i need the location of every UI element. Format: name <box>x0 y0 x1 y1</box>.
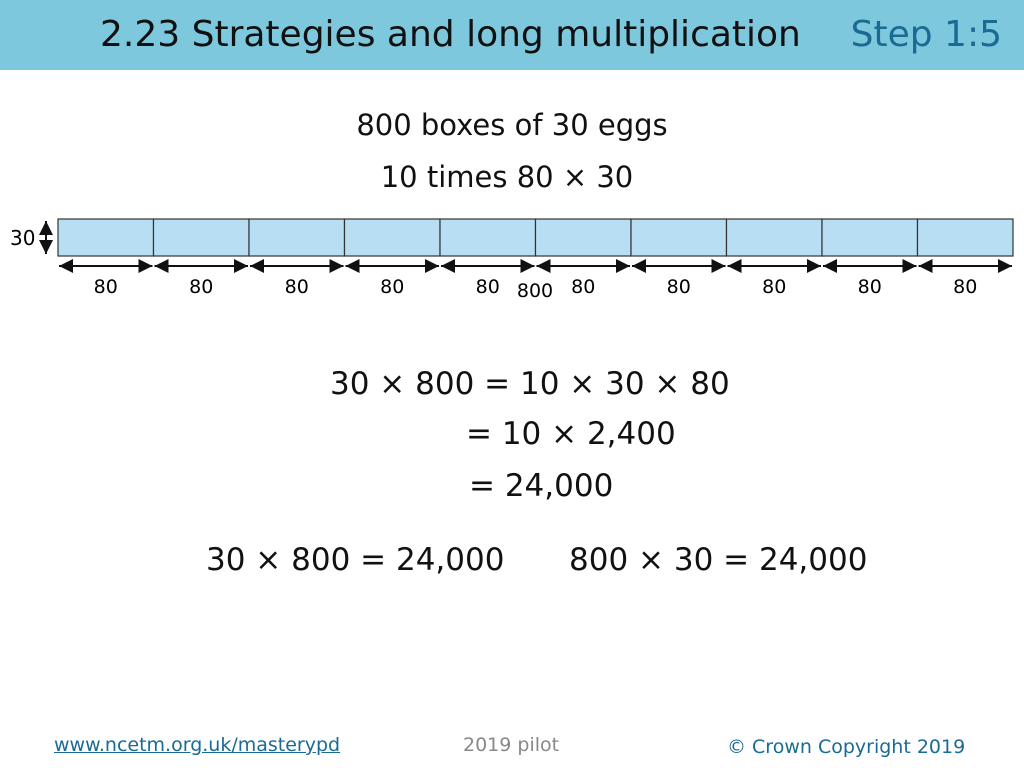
result: 30 × 800 = 24,000 <box>206 542 505 578</box>
segment-label: 80 <box>571 276 595 298</box>
segment-label: 80 <box>858 276 882 298</box>
bar-cell <box>343 218 441 257</box>
footer-copyright: © Crown Copyright 2019 <box>727 736 966 758</box>
result: 800 × 30 = 24,000 <box>569 542 868 578</box>
bar-cell <box>534 218 632 257</box>
title: 2.23 Strategies and long multiplication <box>100 14 801 55</box>
footer-pilot: 2019 pilot <box>463 734 560 756</box>
segment-label: 80 <box>762 276 786 298</box>
height-label: 30 <box>10 226 35 250</box>
bar-cell <box>916 218 1014 257</box>
segment-label: 80 <box>380 276 404 298</box>
bar-cell <box>248 218 346 257</box>
working-line: = 24,000 <box>469 468 614 504</box>
bar-cell <box>439 218 537 257</box>
total-label: 800 <box>517 280 553 302</box>
heading-line: 800 boxes of 30 eggs <box>356 108 668 142</box>
bar-cell <box>630 218 728 257</box>
segment-label: 80 <box>189 276 213 298</box>
step: Step 1:5 <box>850 14 1002 55</box>
bar-model: 30 80 80 80 80 80 80 80 80 80 80 800 <box>10 218 1014 302</box>
segment-label: 80 <box>476 276 500 298</box>
bar-cell <box>152 218 250 257</box>
bar-cell <box>821 218 919 257</box>
segment-label: 80 <box>667 276 691 298</box>
footer-link[interactable]: www.ncetm.org.uk/masterypd <box>54 734 341 756</box>
segment-label: 80 <box>285 276 309 298</box>
working-line: 30 × 800 = 10 × 30 × 80 <box>330 366 730 402</box>
heading-line: 10 times 80 × 30 <box>380 160 634 194</box>
bar-cell <box>725 218 823 257</box>
bar-cell <box>57 218 155 257</box>
segment-label: 80 <box>94 276 118 298</box>
segment-label: 80 <box>953 276 977 298</box>
header-bar: 2.23 Strategies and long multiplication … <box>0 0 1024 70</box>
working-line: = 10 × 2,400 <box>466 416 676 452</box>
